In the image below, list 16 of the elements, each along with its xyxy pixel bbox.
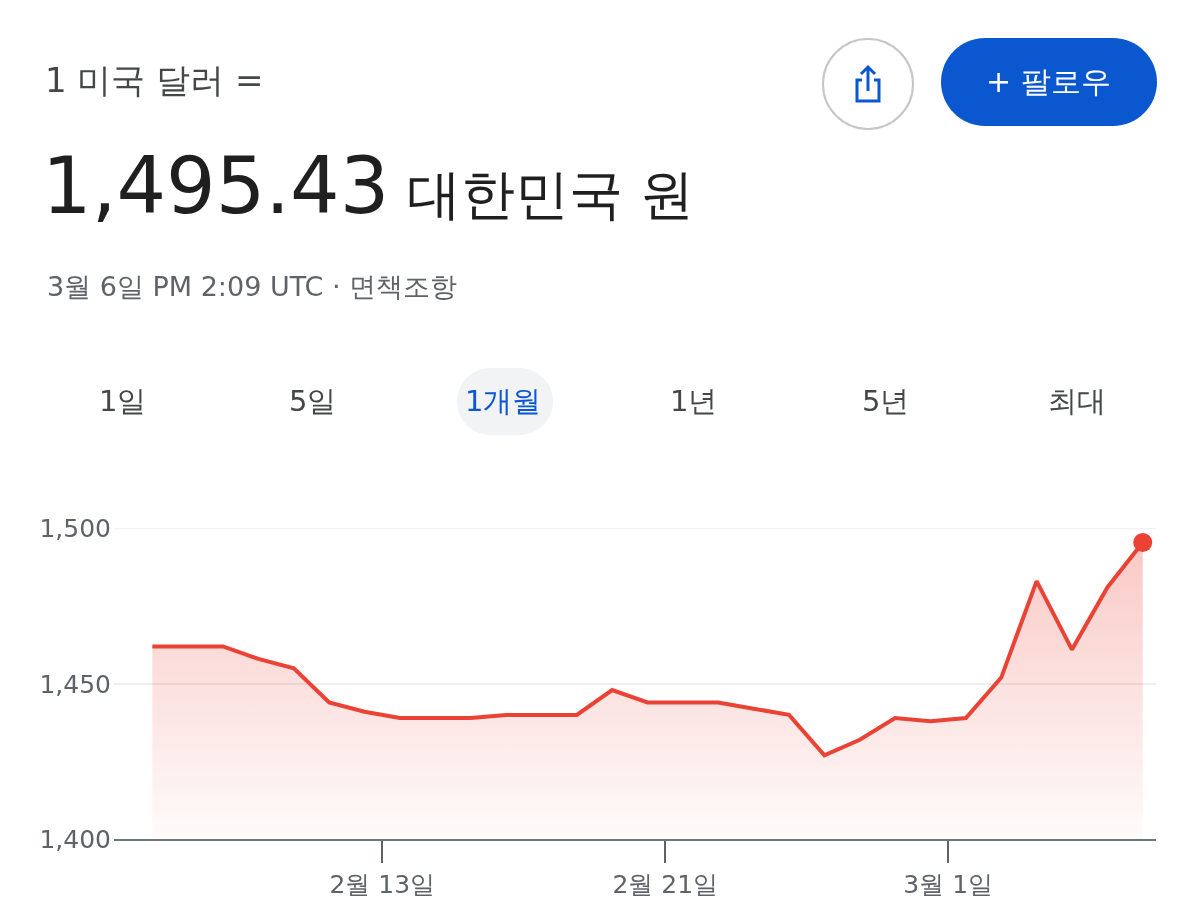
- text: 1년: [670, 384, 718, 418]
- text: 1일: [99, 384, 147, 418]
- y-tick-label: 1,450: [39, 669, 111, 699]
- text: 3월 6일 PM 2:09 UTC · 면책조항: [47, 271, 458, 302]
- text: + 팔로우: [986, 64, 1111, 99]
- x-tick-label: 2월 21일: [612, 870, 719, 900]
- text: 1개월: [465, 384, 542, 418]
- text: 5일: [289, 384, 337, 418]
- chart-subtitle: 1,495.43 대한민국 원: [42, 141, 694, 231]
- x-tick-label: 2월 13일: [329, 870, 436, 900]
- y-tick-label: 1,500: [39, 514, 111, 544]
- text: 5년: [862, 384, 910, 418]
- chart-title: 1 미국 달러 =: [45, 59, 264, 100]
- y-tick-label: 1,400: [39, 825, 111, 855]
- x-tick-label: 3월 1일: [903, 870, 994, 900]
- text: 최대: [1048, 384, 1106, 418]
